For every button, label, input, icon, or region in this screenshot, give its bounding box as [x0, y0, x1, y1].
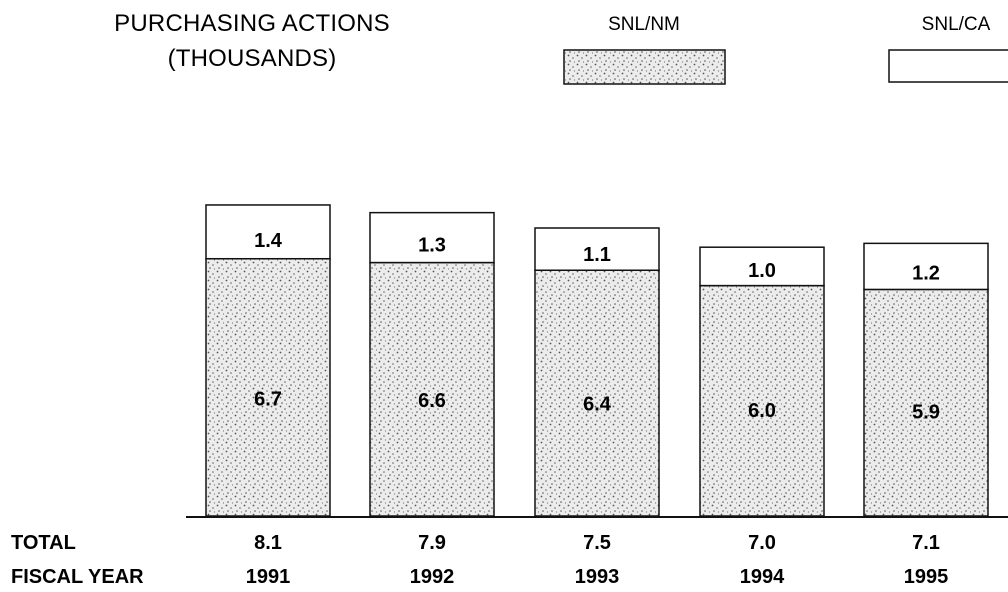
bar-snl-ca-1994 [699, 246, 825, 287]
legend-label-snl-nm: SNL/NM [608, 14, 680, 35]
fiscal-year-tick-1994: 1994 [740, 566, 785, 588]
chart-title-line-1: PURCHASING ACTIONS [114, 10, 390, 37]
fiscal-year-tick-1995: 1995 [904, 566, 949, 588]
total-value-1992: 7.9 [418, 532, 446, 554]
label-snl-ca-1994: 1.0 [748, 260, 776, 282]
total-value-1993: 7.5 [583, 532, 611, 554]
label-snl-nm-1995: 5.9 [912, 402, 940, 424]
legend: SNL/NM SNL/CA [563, 14, 1008, 85]
label-snl-nm-1993: 6.4 [583, 393, 612, 415]
label-snl-ca-1991: 1.4 [254, 230, 283, 252]
bar-snl-nm-1991 [205, 257, 331, 517]
bar-snl-nm-1993 [534, 269, 660, 517]
total-value-1994: 7.0 [748, 532, 776, 554]
total-value-1995: 7.1 [912, 532, 940, 554]
label-snl-nm-1992: 6.6 [418, 390, 446, 412]
legend-swatch-snl-nm [563, 49, 726, 85]
label-snl-nm-1994: 6.0 [748, 400, 776, 422]
label-snl-ca-1995: 1.2 [912, 262, 940, 284]
legend-label-snl-ca: SNL/CA [922, 14, 991, 35]
bar-snl-nm-1992 [369, 261, 495, 517]
bar-snl-ca-1992 [369, 211, 495, 264]
fiscal-year-tick-1991: 1991 [246, 566, 291, 588]
bar-snl-ca-1993 [534, 227, 660, 271]
bar-snl-ca-1991 [205, 204, 331, 260]
chart-title-line-2: (THOUSANDS) [168, 45, 337, 72]
total-row-label: TOTAL [11, 532, 76, 554]
fiscal-year-tick-1993: 1993 [575, 566, 620, 588]
bar-snl-nm-1995 [863, 288, 989, 517]
fiscal-year-tick-1992: 1992 [410, 566, 455, 588]
bar-snl-nm-1994 [699, 284, 825, 517]
fiscal-year-row-label: FISCAL YEAR [11, 566, 144, 588]
label-snl-ca-1993: 1.1 [583, 244, 611, 266]
bars-group: 6.7 1.4 6.6 1.3 6.4 1.1 6.0 1.0 5.9 1.2 [205, 204, 989, 517]
bottom-values-group: 8.1 1991 7.9 1992 7.5 1993 7.0 1994 7.1 1995 [246, 532, 949, 588]
bar-snl-ca-1995 [863, 242, 989, 291]
legend-swatch-snl-ca [888, 49, 1008, 83]
total-value-1991: 8.1 [254, 532, 282, 554]
label-snl-nm-1991: 6.7 [254, 388, 282, 410]
label-snl-ca-1992: 1.3 [418, 235, 446, 257]
